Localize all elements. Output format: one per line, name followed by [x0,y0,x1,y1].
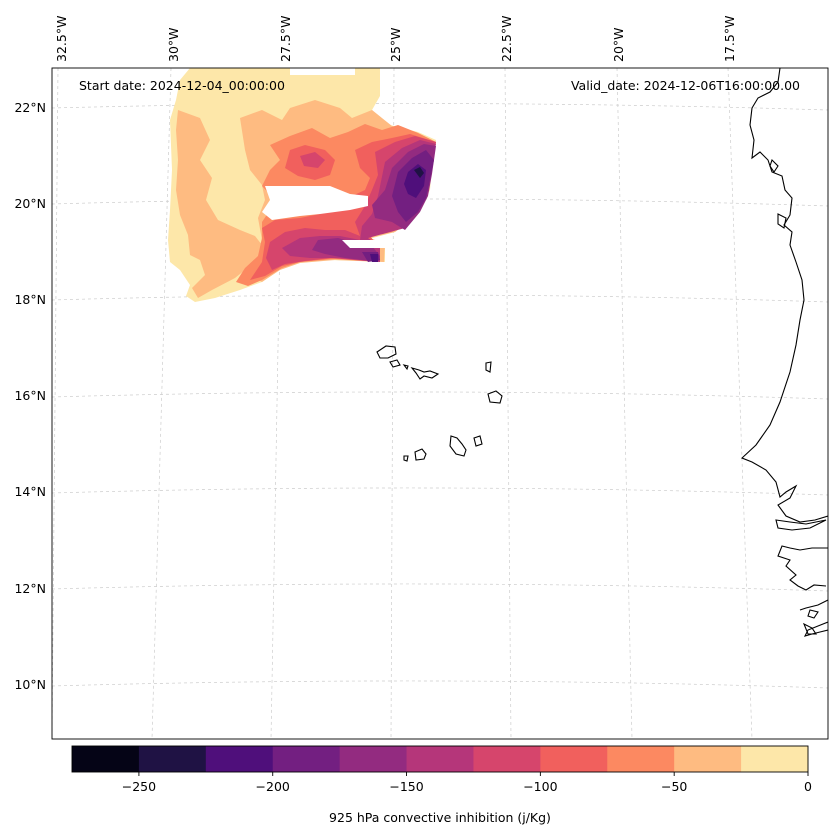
contour-level-minus25-to-minus50 [176,110,262,298]
island-sal [485,361,492,373]
colorbar-tick-label: −200 [256,779,290,794]
start-date-label: Start date: 2024-12-04_00:00:00 [79,78,285,93]
island-fogo [414,448,427,461]
cin-contour-field [168,68,436,302]
coastal-island [769,158,779,173]
missing-data-gap [262,186,368,220]
coastlines [376,68,828,637]
contour-level-minus225-to-minus250 [414,167,424,178]
lon-label-27-5w: 27.5°W [278,16,293,62]
colorbar-swatch [540,746,608,772]
island-brava [403,455,409,462]
contour-level-minus150-to-minus175 [312,238,380,262]
colorbar-swatch [72,746,140,772]
meridian-30w [151,68,172,739]
lon-label-30w: 30°W [166,27,181,62]
lon-label-32-5w: 32.5°W [54,16,69,62]
lon-label-25w: 25°W [388,27,403,62]
colorbar-tick-label: 0 [804,779,812,794]
lon-label-20w: 20°W [611,27,626,62]
lat-label-10n: 10°N [14,677,46,692]
colorbar-frame [71,745,809,773]
latitude-labels: 22°N 20°N 18°N 16°N 14°N 12°N 10°N [14,100,46,692]
lat-label-16n: 16°N [14,388,46,403]
colorbar-swatch [473,746,541,772]
lat-label-18n: 18°N [14,292,46,307]
island-santiago [449,435,467,457]
lon-label-22-5w: 22.5°W [499,16,514,62]
coastal-island [807,609,819,619]
colorbar [72,746,809,772]
island-boa-vista [487,390,503,404]
longitude-labels: 32.5°W 30°W 27.5°W 25°W 22.5°W 20°W 17.5… [54,16,737,62]
colorbar-swatch [205,746,274,772]
colorbar-swatch [138,746,207,772]
map-frame [51,67,829,740]
island-santa-luzia [402,364,409,371]
colorbar-ticks: −250 −200 −150 −100 −50 0 [122,772,812,794]
colorbar-tick-label: −150 [389,779,423,794]
parallel-10n [52,680,828,689]
parallel-12n [52,583,828,592]
coastal-island [802,622,818,635]
colorbar-swatch [406,746,474,772]
missing-data-gap [342,240,395,248]
lat-label-14n: 14°N [14,484,46,499]
parallel-16n [52,391,828,400]
meridian-27-5w [270,68,284,739]
meridian-32-5w [52,68,59,739]
lat-label-22n: 22°N [14,100,46,115]
parallel-20n [52,198,828,207]
island-santo-antao [376,345,397,359]
lon-label-17-5w: 17.5°W [722,16,737,62]
lat-label-20n: 20°N [14,196,46,211]
colorbar-label: 925 hPa convective inhibition (j/Kg) [329,810,551,825]
meridian-25w [390,68,395,739]
colorbar-tick-label: −50 [661,779,687,794]
colorbar-tick-label: −250 [122,779,156,794]
colorbar-swatch [339,746,408,772]
lat-label-12n: 12°N [14,581,46,596]
island-sao-vicente [389,359,401,368]
meridian-17-5w [727,68,753,739]
coastal-island [777,213,787,229]
meridian-22-5w [504,68,512,739]
meridian-20w [616,68,633,739]
colorbar-swatch [272,746,341,772]
coastal-island [775,519,827,531]
parallel-14n [52,487,828,496]
map-panel [52,68,828,739]
contour-level-minus100-to-minus125 [300,152,325,168]
african-coastline [740,68,828,637]
island-maio [473,435,483,447]
parallel-22n [52,103,828,111]
colorbar-swatch [607,746,675,772]
contour-level-minus200-to-minus225 [370,254,378,262]
colorbar-swatch [674,746,742,772]
colorbar-tick-label: −100 [523,779,557,794]
parallel-18n [52,294,828,303]
colorbar-swatch [741,746,809,772]
valid-date-label: Valid_date: 2024-12-06T16:00:00.00 [571,78,800,93]
island-sao-nicolau [410,366,440,380]
graticule [52,68,828,739]
